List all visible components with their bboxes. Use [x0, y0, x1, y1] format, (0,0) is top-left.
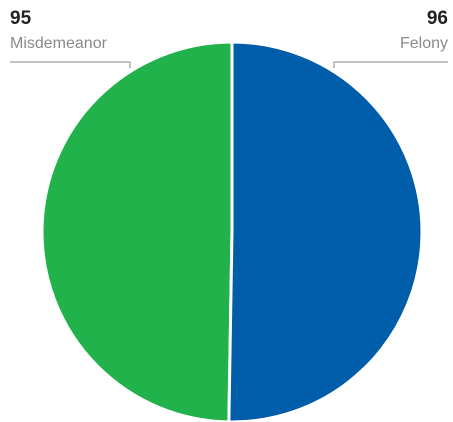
felony-name-label: Felony	[399, 35, 448, 52]
pie-slice-felony	[227, 40, 424, 422]
misdemeanor-value-label: 95	[10, 8, 32, 29]
felony-value-label: 96	[426, 8, 448, 29]
misdemeanor-name-label: Misdemeanor	[10, 35, 107, 52]
felony-leader-line	[333, 61, 448, 68]
misdemeanor-leader-line	[10, 61, 131, 68]
pie-slice-misdemeanor	[40, 40, 234, 422]
